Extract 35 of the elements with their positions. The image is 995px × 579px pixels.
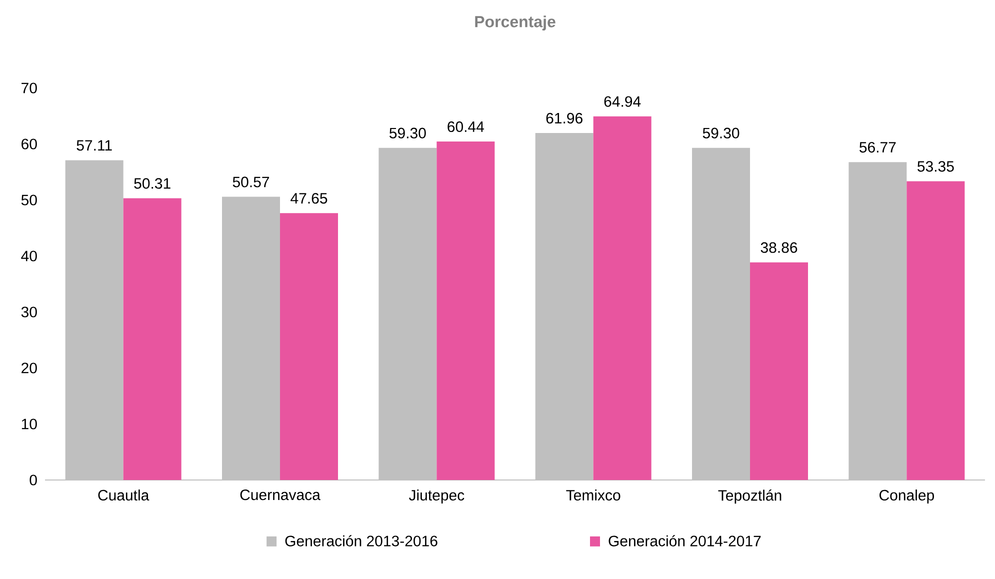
data-label: 64.94: [604, 96, 641, 107]
x-tick-label: Cuernavaca: [240, 490, 320, 500]
data-label: 59.30: [702, 128, 740, 138]
bar: [280, 213, 338, 480]
data-label: 38.86: [760, 242, 798, 253]
legend-label: Generación 2013-2016: [285, 535, 438, 546]
y-tick-label: 30: [21, 306, 37, 318]
x-tick-label: Temixco: [566, 490, 620, 501]
y-tick-label: 70: [22, 82, 37, 94]
data-label: 50.31: [134, 178, 170, 189]
chart-title: Porcentaje: [475, 16, 556, 31]
y-tick-label: 50: [21, 194, 37, 206]
y-tick-label: 10: [22, 418, 37, 430]
bar: [436, 142, 495, 480]
bar: [906, 181, 965, 480]
x-tick-label: Conalep: [880, 490, 934, 504]
data-label: 50.57: [232, 176, 270, 188]
x-tick-label: Tepoztlán: [718, 490, 782, 504]
y-tick-label: 40: [21, 250, 37, 262]
data-label: 53.35: [918, 161, 954, 172]
data-label: 56.77: [860, 142, 896, 153]
y-tick-label: 0: [30, 474, 37, 486]
bar: [123, 198, 182, 480]
y-tick-label: 20: [22, 362, 37, 374]
x-tick-label: Jiutepec: [408, 490, 464, 504]
data-label: 47.65: [290, 193, 328, 204]
x-tick-label: Cuautla: [98, 490, 150, 501]
data-label: 57.11: [76, 140, 112, 151]
data-label: 61.96: [546, 112, 582, 124]
data-label: 60.44: [448, 121, 484, 132]
legend-label: Generación 2014-2017: [608, 535, 761, 546]
bar: [750, 262, 808, 480]
y-tick-label: 60: [22, 138, 37, 150]
bar: [593, 116, 652, 480]
data-label: 59.30: [389, 128, 426, 138]
